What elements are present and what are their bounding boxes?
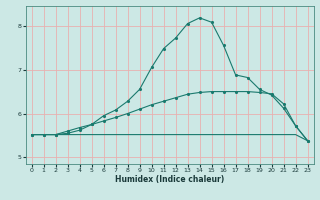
X-axis label: Humidex (Indice chaleur): Humidex (Indice chaleur) bbox=[115, 175, 224, 184]
